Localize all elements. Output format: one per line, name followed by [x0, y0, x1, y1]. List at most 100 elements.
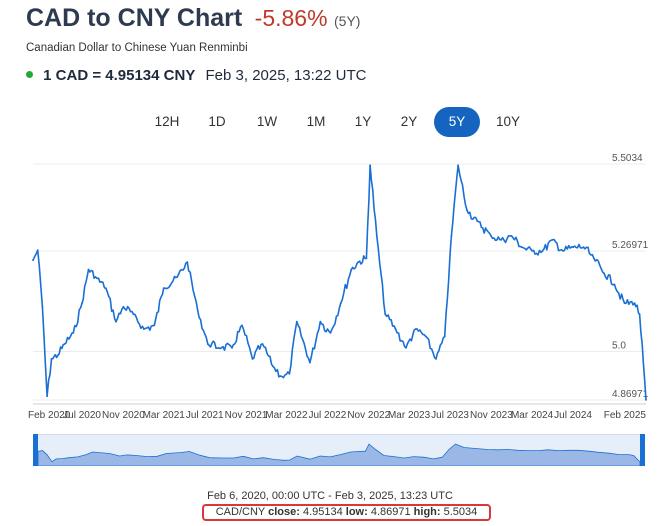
- data-point: [365, 257, 368, 260]
- data-point: [36, 249, 39, 252]
- navigator-area: [37, 443, 641, 466]
- data-point: [613, 283, 616, 286]
- x-tick-label: Nov 2021: [225, 410, 268, 421]
- x-tick-label: Mar 2023: [388, 410, 431, 421]
- data-point: [414, 328, 417, 330]
- tab-5y[interactable]: 5Y: [434, 107, 480, 137]
- percent-change: -5.86%: [254, 5, 328, 31]
- data-point: [309, 361, 311, 364]
- data-point: [521, 246, 523, 249]
- data-point: [339, 302, 342, 304]
- data-point: [394, 328, 397, 330]
- navigator-handle-right: [640, 434, 645, 466]
- data-point: [329, 332, 332, 334]
- tab-1y[interactable]: 1Y: [354, 114, 372, 129]
- data-point: [319, 320, 322, 323]
- data-point: [593, 257, 595, 260]
- data-point: [638, 313, 641, 316]
- y-tick-label: 5.26971: [612, 240, 649, 251]
- navigator-handle-left: [33, 434, 38, 466]
- tab-1d[interactable]: 1D: [208, 114, 226, 129]
- data-point: [176, 276, 179, 278]
- data-point: [143, 328, 145, 330]
- data-point: [645, 399, 647, 401]
- data-point: [87, 268, 90, 271]
- series-line-cad-cny: [32, 164, 647, 400]
- data-point: [81, 302, 83, 304]
- data-point: [41, 305, 44, 308]
- data-point: [50, 358, 53, 360]
- data-point: [357, 261, 360, 263]
- close-label: close:: [268, 506, 300, 518]
- data-point: [186, 261, 189, 263]
- tab-1w[interactable]: 1W: [256, 114, 278, 129]
- data-point: [241, 324, 243, 327]
- data-point: [57, 354, 59, 357]
- date-range-label: Feb 6, 2020, 00:00 UTC - Feb 3, 2025, 13…: [207, 490, 453, 502]
- tab-12h[interactable]: 12H: [154, 114, 180, 129]
- data-point: [46, 395, 48, 398]
- y-tick-label: 5.5034: [612, 153, 643, 164]
- rate-timestamp: Feb 3, 2025, 13:22 UTC: [205, 67, 367, 84]
- x-tick-label: Nov 2023: [470, 410, 513, 421]
- data-point: [425, 335, 427, 338]
- data-point: [551, 238, 554, 241]
- y-tick-label: 5.0: [612, 340, 626, 351]
- x-tick-label: Mar 2022: [265, 410, 308, 421]
- data-point: [231, 346, 233, 349]
- data-point: [153, 324, 156, 327]
- data-point: [32, 259, 34, 262]
- tab-10y[interactable]: 10Y: [495, 114, 521, 129]
- data-point: [350, 268, 353, 271]
- data-point: [490, 235, 492, 237]
- data-point: [132, 313, 135, 316]
- data-point: [443, 335, 446, 338]
- data-point: [72, 332, 75, 334]
- data-point: [541, 250, 544, 252]
- data-point: [450, 235, 453, 237]
- high-value: 5.5034: [443, 506, 478, 518]
- data-point: [466, 209, 468, 211]
- data-point: [572, 246, 574, 249]
- data-point: [531, 250, 533, 252]
- pair-label: CAD/CNY: [215, 506, 266, 518]
- low-label: low:: [345, 506, 368, 518]
- data-point: [405, 346, 407, 349]
- data-point: [105, 287, 107, 290]
- current-rate: 1 CAD = 4.95134 CNY: [43, 67, 196, 84]
- data-point: [384, 313, 387, 316]
- data-point: [510, 235, 513, 237]
- data-point: [562, 250, 564, 252]
- range-navigator[interactable]: [33, 434, 645, 466]
- high-label: high:: [413, 506, 441, 518]
- data-point: [115, 320, 117, 323]
- x-tick-label: Jul 2024: [554, 410, 592, 421]
- x-tick-label: Jul 2022: [308, 410, 346, 421]
- data-point: [122, 305, 125, 308]
- data-point: [603, 272, 605, 275]
- data-point: [288, 372, 291, 375]
- tab-1m[interactable]: 1M: [306, 114, 326, 129]
- data-point: [582, 246, 585, 249]
- x-tick-label: Nov 2022: [347, 410, 390, 421]
- data-point: [500, 238, 503, 241]
- data-point: [435, 358, 437, 360]
- data-point: [633, 302, 636, 304]
- live-dot-icon: [26, 70, 33, 78]
- x-tick-label: Feb 2020: [28, 410, 71, 421]
- data-point: [261, 343, 264, 345]
- tab-2y[interactable]: 2Y: [400, 114, 418, 129]
- page-title: CAD to CNY Chart: [26, 4, 243, 32]
- data-point: [251, 358, 254, 360]
- data-point: [295, 320, 298, 323]
- rate-row: 1 CAD = 4.95134 CNY Feb 3, 2025, 13:22 U…: [26, 67, 366, 84]
- x-tick-label: Jul 2020: [63, 410, 101, 421]
- data-point: [220, 346, 223, 349]
- close-value: 4.95134: [302, 506, 343, 518]
- low-value: 4.86971: [370, 506, 411, 518]
- x-tick-label: Mar 2021: [143, 410, 186, 421]
- x-tick-label: Feb 2025: [604, 410, 647, 421]
- x-tick-label: Mar 2024: [511, 410, 554, 421]
- y-tick-label: 4.86971: [612, 389, 649, 400]
